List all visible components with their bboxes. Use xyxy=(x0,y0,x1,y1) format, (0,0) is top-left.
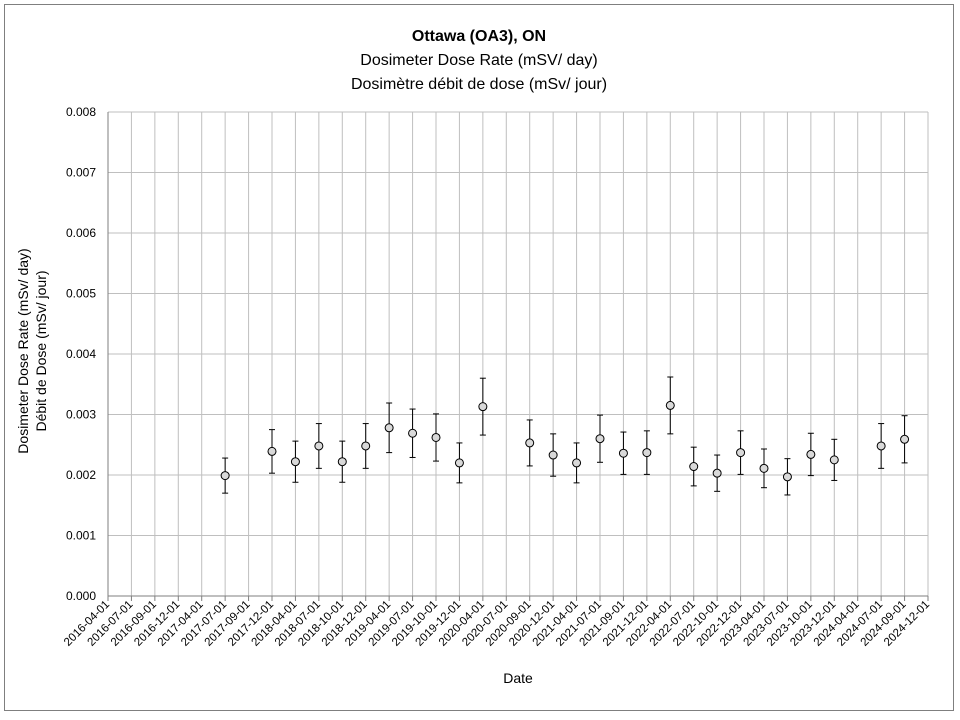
data-point xyxy=(618,448,628,458)
data-point-group xyxy=(876,423,886,469)
data-point xyxy=(759,463,769,473)
data-point xyxy=(806,449,816,459)
data-point xyxy=(829,455,839,465)
data-point-group xyxy=(314,423,324,469)
y-tick-label: 0.001 xyxy=(66,529,96,543)
data-point xyxy=(478,402,488,412)
y-tick-label: 0.008 xyxy=(66,105,96,119)
x-axis-label: Date xyxy=(503,670,533,686)
data-point xyxy=(290,457,300,467)
data-point-group xyxy=(478,377,488,436)
data-point-group xyxy=(548,433,558,477)
data-point xyxy=(454,458,464,468)
data-point xyxy=(431,432,441,442)
chart-subtitle: Dosimeter Dose Rate (mSV/ day) xyxy=(360,52,597,69)
data-layer xyxy=(220,376,910,496)
data-point-group xyxy=(689,446,699,487)
data-point-group xyxy=(782,458,792,496)
data-point-group xyxy=(806,432,816,477)
y-tick-label: 0.004 xyxy=(66,347,96,361)
data-point xyxy=(361,441,371,451)
y-tick-label: 0.000 xyxy=(66,589,96,603)
data-point xyxy=(220,471,230,481)
y-tick-label: 0.005 xyxy=(66,287,96,301)
data-point-group xyxy=(618,431,628,475)
data-point xyxy=(642,448,652,458)
y-tick-label: 0.003 xyxy=(66,408,96,422)
y-tick-labels: 0.000 0.001 0.002 0.003 0.004 0.005 0.006 0.007… xyxy=(66,105,96,603)
data-point xyxy=(408,428,418,438)
data-point xyxy=(595,434,605,444)
chart-frame xyxy=(4,4,954,711)
data-point xyxy=(712,468,722,478)
axis-layer xyxy=(107,112,929,601)
x-tick-labels: 2016-04-012016-07-012016-09-012016-12-01… xyxy=(62,599,932,649)
data-point xyxy=(572,458,582,468)
data-point-group xyxy=(431,413,441,462)
data-point-group xyxy=(290,440,300,483)
y-axis-label-french: Débit de Dose (mSv/ jour) xyxy=(33,270,49,431)
data-point-group xyxy=(712,454,722,492)
data-point xyxy=(689,462,699,472)
y-axis-label: Dosimeter Dose Rate (mSv/ day) xyxy=(15,248,31,453)
data-point-group xyxy=(525,419,535,467)
data-point-group xyxy=(759,448,769,489)
data-point-group xyxy=(829,438,839,481)
y-tick-label: 0.002 xyxy=(66,468,96,482)
data-point-group xyxy=(595,414,605,463)
data-point xyxy=(782,472,792,482)
data-point-group xyxy=(572,442,582,484)
chart-title: Ottawa (OA3), ON xyxy=(412,28,546,45)
data-point-group xyxy=(267,429,277,474)
data-point xyxy=(548,450,558,460)
grid-layer xyxy=(108,111,929,596)
data-point xyxy=(384,423,394,433)
data-point-group xyxy=(454,442,464,484)
data-point-group xyxy=(665,376,675,435)
data-point xyxy=(267,446,277,456)
data-point xyxy=(736,448,746,458)
data-point xyxy=(314,441,324,451)
data-point-group xyxy=(361,423,371,469)
y-tick-label: 0.006 xyxy=(66,226,96,240)
data-point xyxy=(525,438,535,448)
data-point-group xyxy=(642,430,652,475)
data-point xyxy=(876,441,886,451)
data-point xyxy=(337,457,347,467)
y-tick-label: 0.007 xyxy=(66,166,96,180)
data-point-group xyxy=(900,415,910,464)
data-point-group xyxy=(408,408,418,458)
data-point xyxy=(900,434,910,444)
data-point-group xyxy=(220,457,230,494)
data-point-group xyxy=(736,430,746,475)
data-point-group xyxy=(384,402,394,454)
data-point xyxy=(665,400,675,410)
data-point-group xyxy=(337,440,347,483)
chart-subtitle-french: Dosimètre débit de dose (mSv/ jour) xyxy=(351,76,607,93)
